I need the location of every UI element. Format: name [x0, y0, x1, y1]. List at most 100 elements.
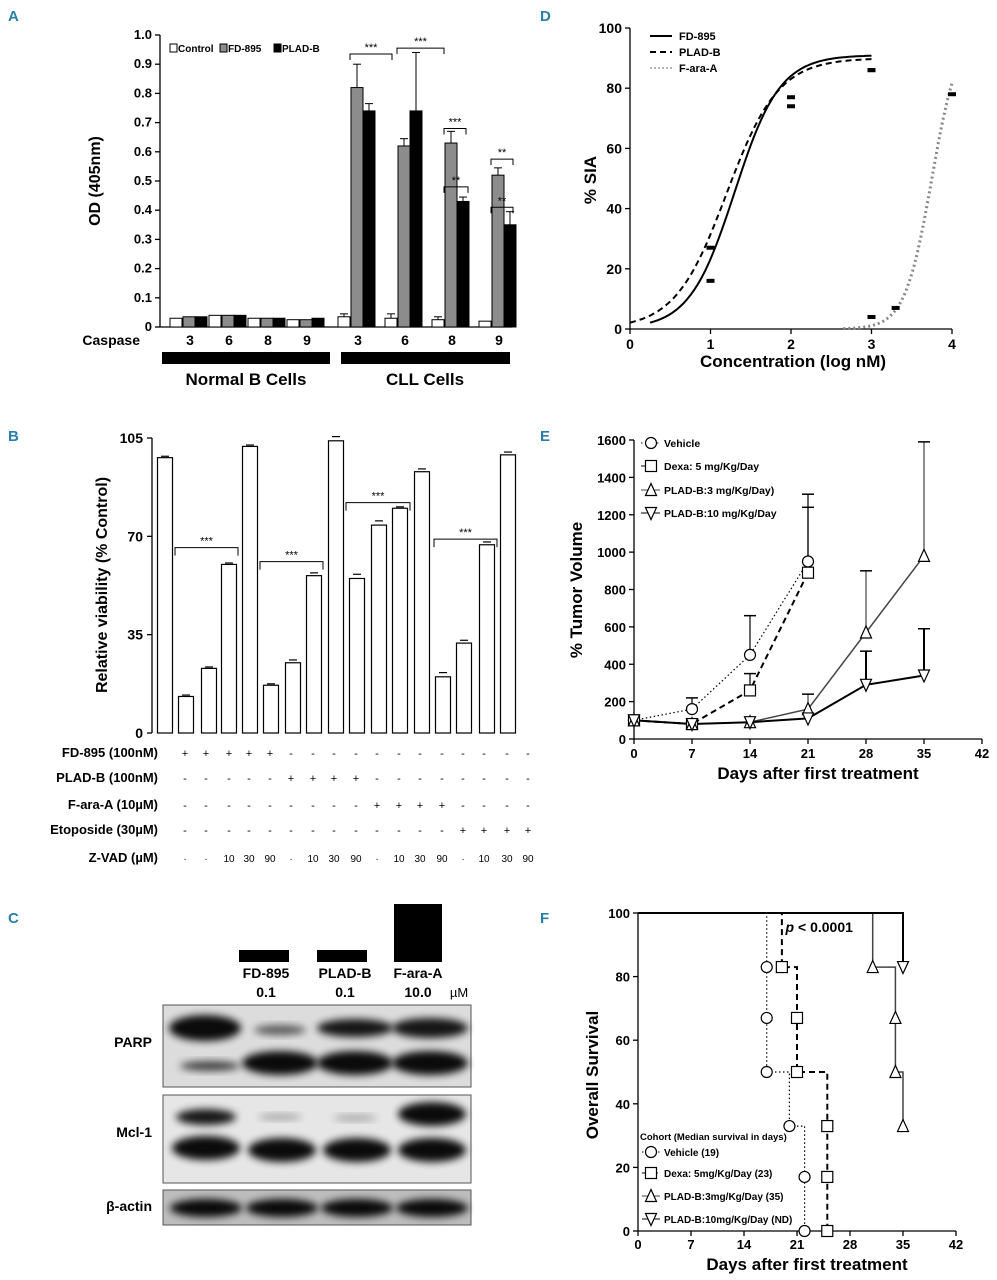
e-series-line: [633, 572, 809, 726]
f-x-tick-label: 42: [949, 1237, 963, 1252]
a-y-tick-label: 0.1: [134, 290, 152, 305]
b-bar: [413, 471, 431, 734]
c-band-parp-full: [392, 1018, 468, 1038]
panel-letter-e: E: [540, 428, 551, 445]
f-marker-square: [821, 1119, 834, 1133]
f-legend-label: PLAD-B:10mg/Kg/Day (ND): [664, 1215, 792, 1226]
c-treatment-name: F-ara-A: [393, 965, 442, 981]
b-bar: [499, 454, 517, 734]
f-marker-circle: [760, 960, 773, 974]
b-condition-value: 10: [478, 854, 490, 865]
f-marker-triangle-up: [888, 1064, 902, 1079]
d-x-axis-title: Concentration (log nM): [700, 352, 886, 371]
b-condition-value: 10: [307, 854, 319, 865]
b-condition-value: -: [332, 800, 336, 812]
a-bar-plad-b: [362, 110, 376, 328]
a-sig-label: ***: [414, 36, 428, 48]
e-y-tick-label: 1600: [597, 433, 626, 448]
e-marker-triangle-down: [917, 669, 931, 684]
f-marker-triangle-down: [896, 960, 910, 976]
b-condition-value: -: [289, 825, 293, 837]
b-condition-value: -: [247, 825, 251, 837]
a-sig-label: **: [452, 175, 461, 187]
b-condition-value: -: [204, 773, 208, 785]
b-condition-value: ·: [204, 854, 207, 865]
b-condition-value: -: [268, 825, 272, 837]
e-x-tick-label: 28: [859, 746, 873, 761]
b-condition-label: F-ara-A (10µM): [68, 797, 158, 812]
b-condition-value: -: [247, 773, 251, 785]
a-caspase-label: Caspase: [82, 332, 140, 348]
a-y-tick-label: 0.6: [134, 144, 152, 159]
a-bar-control: [478, 320, 492, 328]
e-x-tick-label: 0: [630, 746, 637, 761]
d-x-tick-label: 3: [868, 336, 876, 352]
b-condition-value: -: [247, 800, 251, 812]
b-condition-value: +: [481, 825, 487, 837]
f-pvalue-p: p: [784, 919, 794, 935]
b-condition-value: -: [461, 800, 465, 812]
c-treatment-conc: 10.0: [404, 984, 431, 1000]
c-band-mcl1-lower: [323, 1138, 391, 1162]
b-condition-value: +: [203, 748, 209, 760]
b-bar: [241, 445, 259, 734]
e-y-tick-label: 1000: [597, 545, 626, 560]
e-y-tick-label: 1400: [597, 470, 626, 485]
b-bar: [370, 524, 388, 734]
f-y-tick-label: 0: [623, 1224, 630, 1239]
b-condition-value: -: [183, 825, 187, 837]
a-sig-label: ***: [365, 42, 379, 54]
b-condition-value: -: [311, 748, 315, 760]
a-legend-label: PLAD-B: [282, 44, 320, 55]
d-curve: [629, 58, 872, 324]
f-y-axis-title: Overall Survival: [583, 1011, 602, 1140]
b-condition-value: +: [353, 773, 359, 785]
a-bar-plad-b: [272, 317, 286, 328]
b-bar: [156, 457, 174, 734]
f-marker-circle: [760, 1065, 773, 1079]
e-series-line: [633, 561, 809, 721]
b-condition-value: -: [418, 748, 422, 760]
d-y-tick-label: 60: [606, 140, 622, 156]
b-condition-value: +: [374, 800, 380, 812]
b-condition-value: +: [525, 825, 531, 837]
b-condition-value: -: [440, 748, 444, 760]
b-condition-value: -: [440, 825, 444, 837]
b-condition-value: -: [183, 773, 187, 785]
a-group-label: CLL Cells: [386, 370, 464, 389]
b-bar: [220, 563, 238, 734]
e-y-tick-label: 200: [604, 695, 626, 710]
b-condition-value: -: [204, 825, 208, 837]
a-bar-fd-895: [350, 87, 364, 328]
c-band-parp-full: [317, 1019, 393, 1037]
e-legend-label: Vehicle: [664, 438, 700, 450]
e-legend-triangle-up: [644, 482, 658, 497]
b-y-tick-label: 105: [120, 430, 144, 446]
a-bar-plad-b: [311, 317, 325, 328]
d-y-axis-title: % SIA: [581, 156, 600, 204]
f-pvalue-label: < 0.0001: [798, 919, 853, 935]
b-condition-value: -: [268, 800, 272, 812]
e-y-tick-label: 1200: [597, 508, 626, 523]
b-sig-bracket: [345, 502, 411, 511]
a-y-tick-label: 0.3: [134, 231, 152, 246]
b-sig-bracket: [174, 547, 239, 556]
b-condition-value: -: [227, 825, 231, 837]
f-y-tick-label: 100: [608, 906, 630, 921]
c-band-actin: [396, 1199, 468, 1217]
b-condition-value: 30: [501, 854, 513, 865]
b-condition-value: -: [440, 773, 444, 785]
b-condition-value: ·: [289, 854, 292, 865]
c-band-actin: [321, 1199, 393, 1217]
d-x-tick-label: 0: [626, 336, 634, 352]
b-condition-value: 10: [223, 854, 235, 865]
b-condition-value: -: [311, 800, 315, 812]
panel-letter-b: B: [8, 428, 19, 445]
f-x-tick-label: 21: [790, 1237, 804, 1252]
d-legend-label: FD-895: [679, 31, 716, 43]
b-condition-value: -: [526, 800, 530, 812]
c-treatment-bar-fara: [394, 904, 442, 962]
f-y-tick-label: 20: [616, 1160, 630, 1175]
e-marker-triangle-down: [859, 678, 873, 693]
f-legend-label: PLAD-B:3mg/Kg/Day (35): [664, 1192, 783, 1203]
